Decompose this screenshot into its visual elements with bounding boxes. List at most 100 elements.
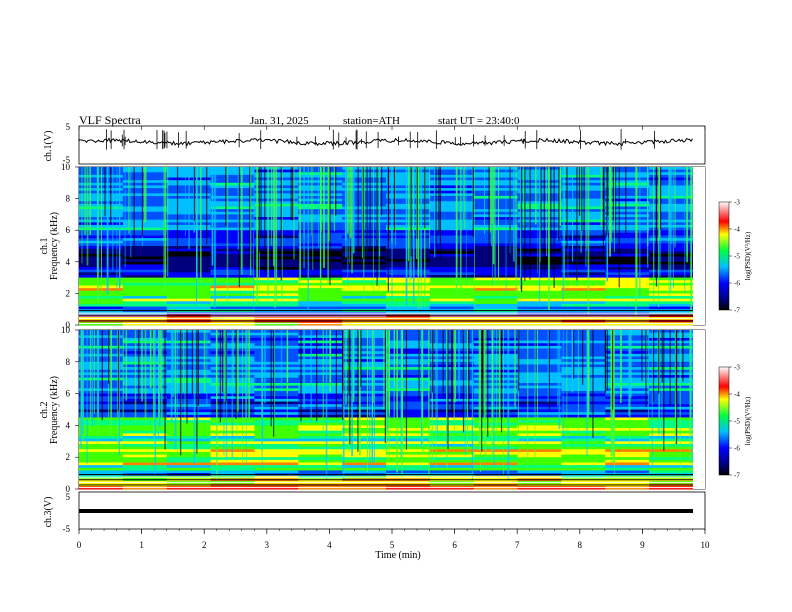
- spectrogram-cell: [166, 412, 212, 416]
- spectrogram-cell: [605, 388, 650, 392]
- xtick-label: 0: [77, 540, 82, 550]
- sferic-streak: [303, 330, 305, 409]
- spectrogram-cell: [429, 240, 475, 244]
- spectrogram-cell: [649, 303, 694, 307]
- spectrogram-cell: [79, 401, 124, 405]
- spectrogram-cell: [473, 256, 519, 260]
- spectrogram-cell: [605, 298, 650, 302]
- spectrogram-cell: [605, 361, 650, 365]
- spectrogram-cell: [342, 356, 387, 360]
- ch1-spectrogram-ylabel-top: ch.1: [39, 238, 50, 255]
- spectrogram-cell: [210, 298, 255, 302]
- dark-streak: [186, 330, 188, 424]
- spectrogram-cell: [649, 433, 694, 437]
- spectrogram-cell: [561, 335, 606, 339]
- spectrogram-cell: [254, 380, 299, 384]
- spectrogram-cell: [561, 264, 606, 268]
- spectrogram-cell: [122, 238, 168, 242]
- dark-streak: [488, 167, 490, 267]
- sferic-streak: [385, 330, 388, 456]
- dark-streak: [221, 330, 224, 393]
- spectrogram-cell: [429, 417, 475, 421]
- spectrogram-cell: [386, 290, 431, 294]
- spectrogram-cell: [649, 288, 694, 292]
- spectrogram-cell: [517, 348, 562, 352]
- ch1-waveform-line: [78, 137, 693, 147]
- dark-streak: [625, 167, 627, 234]
- spectrogram-cell: [298, 446, 343, 450]
- spectrogram-cell: [473, 348, 519, 352]
- spectrogram-cell: [561, 459, 606, 463]
- spectrogram-cell: [649, 330, 694, 334]
- sferic-streak: [407, 167, 410, 262]
- spectrogram-cell: [386, 361, 431, 365]
- spectrogram-cell: [210, 182, 255, 186]
- spectrogram-cell: [473, 396, 519, 400]
- spectrogram-cell: [254, 351, 299, 355]
- spectrogram-cell: [122, 253, 168, 257]
- spectrogram-cell: [254, 343, 299, 347]
- spectrogram-cell: [605, 198, 650, 202]
- spectrogram-cell: [342, 443, 387, 447]
- spectrogram-cell: [473, 343, 519, 347]
- spectrogram-cell: [605, 404, 650, 408]
- spectrogram-cell: [517, 351, 562, 355]
- spectrogram-cell: [517, 462, 562, 466]
- spectrogram-no-data: [693, 330, 705, 489]
- spectrogram-cell: [517, 406, 562, 410]
- spectrogram-cell: [254, 449, 299, 453]
- spectrogram-cell: [79, 388, 124, 392]
- dark-streak: [524, 167, 526, 281]
- spectrogram-cell: [473, 345, 519, 349]
- spectrogram-cell: [517, 438, 562, 442]
- colorbar-tick-label: -5: [734, 418, 740, 426]
- spectrogram-cell: [561, 306, 606, 310]
- spectrogram-cell: [429, 446, 475, 450]
- spectrogram-cell: [254, 359, 299, 363]
- spectrogram-cell: [122, 457, 168, 461]
- spectrogram-cell: [605, 457, 650, 461]
- spectrogram-cell: [166, 248, 212, 252]
- spectrogram-cell: [429, 222, 475, 226]
- spectrogram-cell: [298, 356, 343, 360]
- ch2-colorbar: -3 -4 -5 -6 -7 log(PSD)(V²/Hz): [718, 364, 752, 480]
- sferic-streak: [369, 330, 371, 475]
- spectrogram-cell: [473, 380, 519, 384]
- sferic-streak: [548, 167, 550, 311]
- spectrogram-cell: [429, 438, 475, 442]
- spectrogram-cell: [122, 443, 168, 447]
- spectrogram-cell: [517, 335, 562, 339]
- spectrogram-cell: [254, 404, 299, 408]
- low-frequency-line: [79, 481, 693, 483]
- spectrogram-cell: [517, 359, 562, 363]
- sferic-streak: [491, 167, 492, 247]
- spectrogram-cell: [386, 383, 431, 387]
- spectrogram-cell: [473, 377, 519, 381]
- sferic-streak: [478, 330, 481, 451]
- dark-streak: [583, 167, 585, 256]
- low-frequency-line: [79, 312, 693, 314]
- spectrogram-cell: [605, 330, 650, 334]
- spectrogram-cell: [649, 396, 694, 400]
- spectrogram-cell: [79, 298, 124, 302]
- spectrogram-cell: [517, 417, 562, 421]
- spectrogram-cell: [386, 438, 431, 442]
- sferic-streak: [159, 330, 161, 428]
- spectrogram-cell: [298, 353, 343, 357]
- spectrogram-cell: [517, 425, 562, 429]
- spectrogram-cell: [473, 412, 519, 416]
- sferic-streak: [580, 167, 582, 253]
- spectrogram-cell: [79, 457, 124, 461]
- spectrogram-cell: [210, 459, 255, 463]
- spectrogram-cell: [473, 351, 519, 355]
- spectrogram-cell: [605, 272, 650, 276]
- spectrogram-cell: [210, 195, 255, 199]
- spectrogram-cell: [79, 348, 124, 352]
- spectrogram-cell: [386, 340, 431, 344]
- spectrogram-cell: [254, 401, 299, 405]
- spectrogram-cell: [210, 238, 255, 242]
- ch2-colorbar-label: log(PSD)(V²/Hz): [744, 396, 752, 445]
- spectrogram-cell: [561, 430, 606, 434]
- spectrogram-cell: [342, 430, 387, 434]
- ytick-label: 0: [66, 484, 71, 494]
